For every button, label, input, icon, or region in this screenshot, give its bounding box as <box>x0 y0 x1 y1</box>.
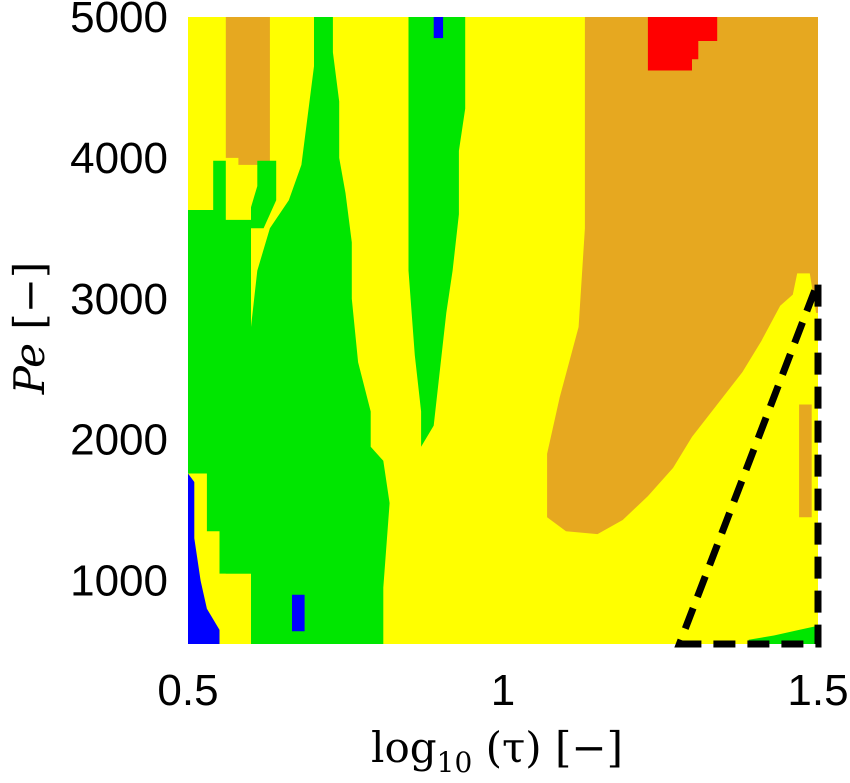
svg-text:Pe [−]: Pe [−] <box>5 262 54 396</box>
region-blue-10 <box>292 594 305 632</box>
x-label-rest: (τ) [−] <box>472 723 623 772</box>
axis-ticks: 0.5 1 1.5 1000 2000 3000 4000 5000 <box>70 0 848 715</box>
region-green-6 <box>251 17 390 644</box>
dashed-triangle-outline <box>674 280 822 648</box>
region-orange-0 <box>225 17 270 165</box>
x-tick-label-1: 1 <box>491 666 515 715</box>
x-axis-label: log10 (τ) [−] <box>371 723 623 779</box>
dashed-outline-layer <box>674 280 822 648</box>
region-red-12 <box>647 17 718 71</box>
y-tick-label-3: 4000 <box>70 134 168 183</box>
x-tick-label-2: 1.5 <box>787 666 848 715</box>
region-blue-9 <box>188 473 220 644</box>
y-tick-label-2: 3000 <box>70 275 168 324</box>
y-label-rest: [−] <box>5 262 54 343</box>
y-label-main: Pe <box>5 343 54 395</box>
y-tick-label-1: 2000 <box>70 416 168 465</box>
y-axis-label: Pe [−] <box>5 262 54 396</box>
y-tick-label-4: 5000 <box>70 0 168 42</box>
x-tick-label-0: 0.5 <box>157 666 218 715</box>
x-label-base: log <box>371 723 437 772</box>
region-orange-2 <box>799 404 812 518</box>
region-green-4 <box>251 160 277 229</box>
y-tick-label-0: 1000 <box>70 557 168 606</box>
x-label-subscript: 10 <box>437 746 473 779</box>
region-green-7 <box>408 17 466 447</box>
region-green-8 <box>748 625 818 644</box>
svg-text:log10 (τ) [−]: log10 (τ) [−] <box>371 723 623 779</box>
region-orange-1 <box>547 17 818 535</box>
region-green-5 <box>219 298 251 574</box>
region-blue-11 <box>433 17 444 39</box>
class-regions <box>188 17 818 644</box>
